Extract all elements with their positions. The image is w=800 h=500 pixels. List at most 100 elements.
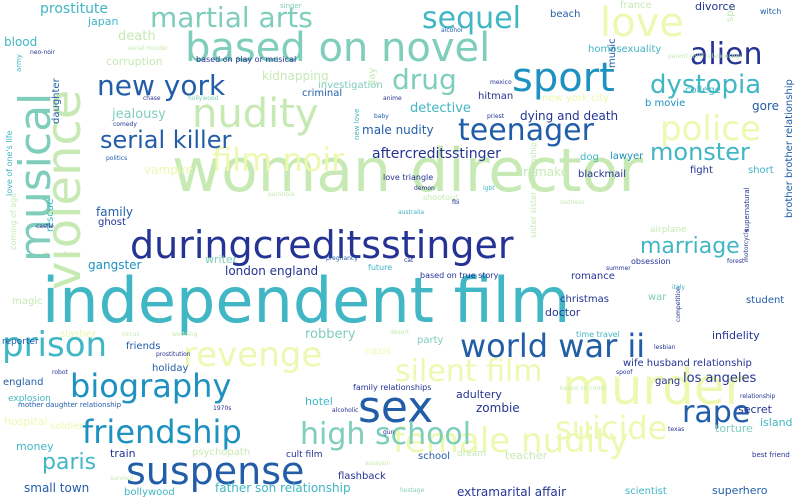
word-prostitution: prostitution xyxy=(156,351,191,358)
word-martial-arts: martial arts xyxy=(150,1,313,34)
word-hospital: hospital xyxy=(4,415,48,428)
word-based-on-play-or-musical: based on play or musical xyxy=(196,55,297,64)
word-time-travel: time travel xyxy=(576,330,620,339)
word-psychopath: psychopath xyxy=(192,447,251,458)
word-adultery: adultery xyxy=(456,388,502,401)
word-alien: alien xyxy=(690,37,763,72)
word-dystopia: dystopia xyxy=(650,70,762,100)
word-police: police xyxy=(660,109,761,149)
word-cat: cat xyxy=(404,257,414,264)
word-singer: singer xyxy=(280,2,302,10)
word-infidelity: infidelity xyxy=(712,329,760,342)
word-competition: competition xyxy=(675,286,682,322)
word-castle: castle xyxy=(36,223,54,230)
word-flashback: flashback xyxy=(338,471,386,482)
word-jealousy: jealousy xyxy=(112,107,166,122)
word-serial-murder: serial murder xyxy=(128,45,169,52)
word-college: college xyxy=(685,85,721,96)
word-hotel: hotel xyxy=(305,395,333,408)
word-parent-child-relationship: parent child relationship xyxy=(668,53,741,60)
word-marriage: marriage xyxy=(640,234,740,259)
word-new-love: new love xyxy=(353,108,361,140)
word-secret: secret xyxy=(738,403,772,416)
word-based-on-true-story: based on true story xyxy=(420,271,499,280)
word-gang: gang xyxy=(655,376,681,387)
word-teacher: teacher xyxy=(505,449,548,462)
word-sex: sex xyxy=(358,382,434,433)
word-blackmail: blackmail xyxy=(578,169,626,180)
word-corruption: corruption xyxy=(106,55,163,68)
word-pregnancy: pregnancy xyxy=(326,255,358,262)
word-obsession: obsession xyxy=(631,257,671,266)
word-school: school xyxy=(418,451,451,462)
word-fight: fight xyxy=(690,165,713,176)
word-short: short xyxy=(748,165,774,176)
word-investigation: investigation xyxy=(318,80,383,91)
word-australia: australia xyxy=(398,209,425,216)
word-relationship: relationship xyxy=(740,393,776,400)
word-student: student xyxy=(746,295,785,306)
word-sister-sister-relationship: sister sister relationship xyxy=(529,142,538,238)
word-sequel: sequel xyxy=(422,1,521,36)
word-circus: circus xyxy=(122,331,140,338)
word-prostitute: prostitute xyxy=(40,1,109,17)
word-assassin: assassin xyxy=(365,460,391,467)
word-alcohol: alcohol xyxy=(441,27,463,34)
word-writer: writer xyxy=(205,253,238,266)
word-neo-noir: neo-noir xyxy=(30,49,56,56)
word-love-of-ones-life: love of one's life xyxy=(5,130,14,196)
word-spoof: spoof xyxy=(616,369,633,376)
word-drug: drug xyxy=(392,63,457,96)
word-death: death xyxy=(118,29,156,44)
word-independent-film: independent film xyxy=(42,264,571,337)
word-texas: texas xyxy=(668,426,685,433)
word-film-noir: film noir xyxy=(212,141,345,179)
word-hitman: hitman xyxy=(478,91,514,102)
word-family-relationships: family relationships xyxy=(353,383,432,392)
word-nazis: nazis xyxy=(365,346,391,357)
word-boxer: boxer xyxy=(64,251,81,258)
word-new-york-city: new york city xyxy=(542,93,610,104)
word-doctor: doctor xyxy=(545,306,581,319)
word-murder: murder xyxy=(562,358,746,416)
word-new-york: new york xyxy=(97,69,226,102)
word-scientist: scientist xyxy=(625,486,667,497)
word-reporter: reporter xyxy=(2,337,39,347)
word-prison: prison xyxy=(2,325,108,365)
word-revenge: revenge xyxy=(183,335,323,375)
word-paris: paris xyxy=(42,450,97,475)
word-lesbian: lesbian xyxy=(654,344,676,351)
word-serial-killer: serial killer xyxy=(100,126,232,154)
word-wife-husband-relationship: wife husband relationship xyxy=(623,358,752,369)
word-detective: detective xyxy=(410,101,471,116)
word-london-england: london england xyxy=(225,264,319,278)
word-mexico: mexico xyxy=(490,79,512,86)
word-small-town: small town xyxy=(24,481,90,495)
word-remake: remake xyxy=(523,165,568,179)
word-suicide: suicide xyxy=(555,409,668,447)
word-brother-brother-relationship: brother brother relationship xyxy=(784,79,795,218)
word-paranoia: paranoia xyxy=(268,191,295,198)
word-best-friend: best friend xyxy=(752,451,790,459)
word-duringcreditsstinger: duringcreditsstinger xyxy=(130,223,514,267)
word-divorce: divorce xyxy=(695,0,736,13)
word-france: france xyxy=(620,0,652,11)
word-b-movie: b movie xyxy=(645,98,686,109)
word-mother-daughter-relationship: mother daughter relationship xyxy=(18,401,122,409)
word-friendship: friendship xyxy=(82,413,242,451)
word-world-war-ii: world war ii xyxy=(460,327,646,365)
word-teenager: teenager xyxy=(458,113,594,148)
word-wedding: wedding xyxy=(172,331,198,338)
word-daughter: daughter xyxy=(51,78,62,124)
word-criminal: criminal xyxy=(302,88,343,99)
word-friends: friends xyxy=(126,341,161,352)
word-1970s: 1970s xyxy=(213,405,232,412)
word-money: money xyxy=(16,440,54,453)
word-gore: gore xyxy=(752,99,780,113)
word-lgbt: lgbt xyxy=(483,185,495,192)
word-hollywood: hollywood xyxy=(188,95,219,102)
word-chase: chase xyxy=(143,95,161,102)
word-anime: anime xyxy=(383,95,402,102)
word-dog: dog xyxy=(580,152,599,163)
